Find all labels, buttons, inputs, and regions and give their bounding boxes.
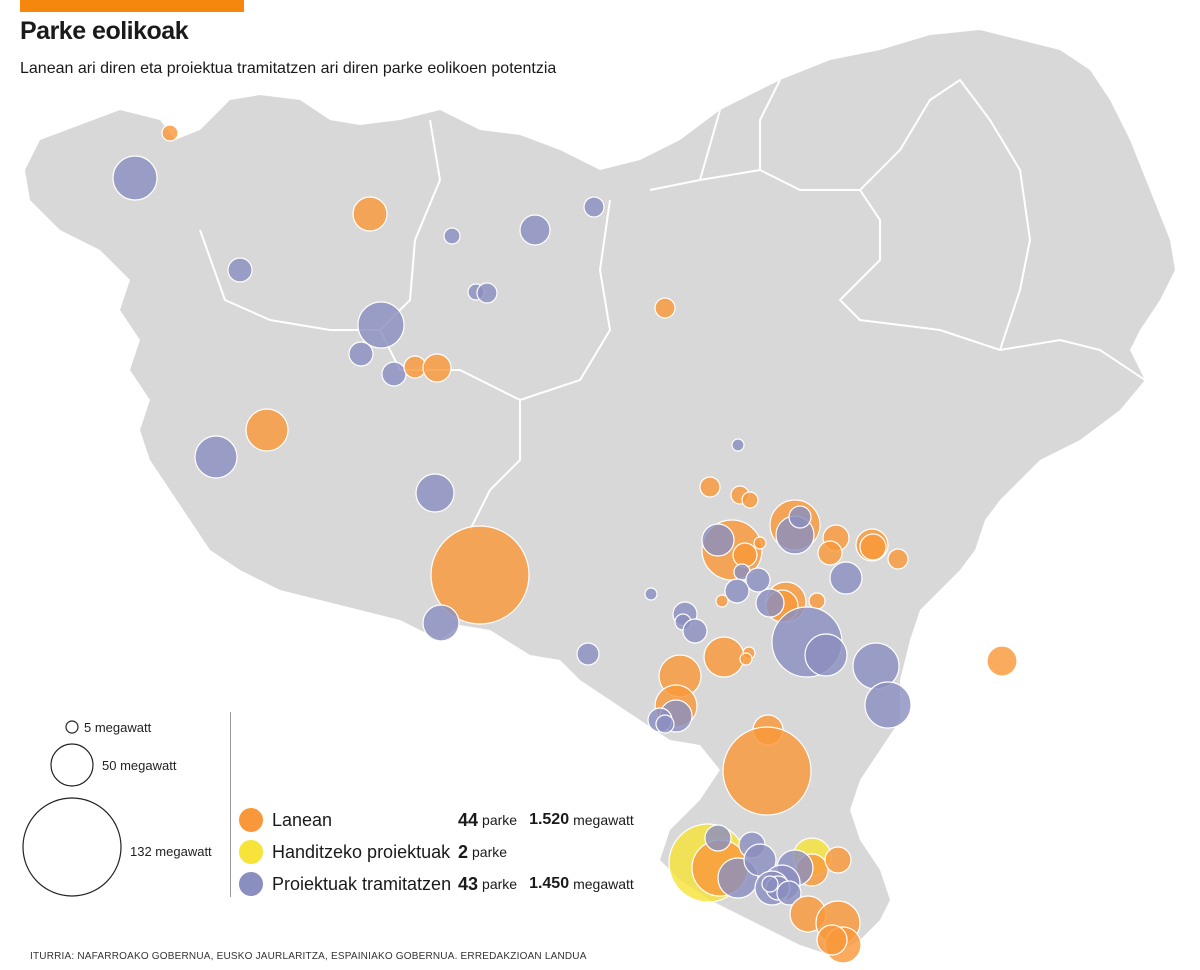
legend-count-tramitatzen: 43 [458,873,479,894]
wind-farm-bubble-tramitatzen [755,588,785,618]
legend-label-lanean: Lanean [272,809,333,830]
wind-farm-bubble-lanean [245,408,289,452]
wind-farm-bubble-tramitatzen [576,642,600,666]
wind-farm-bubble-tramitatzen [788,505,812,529]
size-legend: 5 megawatt 50 megawatt 132 megawatt [22,720,212,897]
wind-farm-bubble-tramitatzen [804,633,848,677]
wind-farm-bubble-tramitatzen [655,714,675,734]
wind-farm-bubble-tramitatzen [724,578,750,604]
wind-farm-bubble-tramitatzen [745,567,771,593]
wind-farm-bubble-lanean [352,196,388,232]
region-borders [199,78,1146,531]
legend-mw-tramitatzen: 1.450 [529,875,570,892]
page-subtitle: Lanean ari diren eta proiektua tramitatz… [20,60,557,77]
legend-label-handitzeko: Handitzeko proiektuak [272,841,451,862]
wind-farm-bubble-tramitatzen [776,880,802,906]
legend-swatch-tramitatzen [238,871,264,897]
category-legend: Lanean 44 parke 1.520 megawatt Handitzek… [230,712,650,897]
wind-farm-bubble-tramitatzen [357,301,405,349]
wind-farm-bubble-lanean [753,536,767,550]
wind-farm-bubble-lanean [986,645,1018,677]
wind-farm-bubble-lanean [699,476,721,498]
wind-farm-bubble-tramitatzen [583,196,605,218]
wind-farm-bubble-tramitatzen [704,824,732,852]
wind-farm-bubble-tramitatzen [829,561,863,595]
wind-farm-bubble-lanean [808,592,826,610]
legend-mw-unit-tramitatzen: megawatt [573,876,634,892]
legend-count-unit-handitzeko: parke [472,844,508,860]
legend-count-unit-lanean: parke [482,812,518,828]
legend-divider [230,712,231,897]
accent-bar [20,0,244,12]
wind-farm-bubble-lanean [817,540,843,566]
wind-farm-bubble-lanean [422,353,452,383]
wind-farm-bubble-lanean [654,297,676,319]
legend-mw-lanean: 1.520 [529,811,570,828]
legend-count-unit-tramitatzen: parke [482,876,518,892]
wind-farm-bubble-tramitatzen [112,155,158,201]
wind-farm-bubble-lanean [722,726,812,816]
legend-label-tramitatzen: Proiektuak tramitatzen [272,873,452,894]
wind-farm-bubble-tramitatzen [476,282,498,304]
source-note: ITURRIA: NAFARROAKO GOBERNUA, EUSKO JAUR… [30,951,587,962]
wind-farm-bubble-tramitatzen [381,361,407,387]
wind-farm-bubble-tramitatzen [731,438,745,452]
legend-row-handitzeko: Handitzeko proiektuak 2 parke [238,839,507,865]
wind-farm-bubble-tramitatzen [415,473,455,513]
wind-farm-bubble-tramitatzen [701,523,735,557]
wind-farm-bubble-lanean [161,124,179,142]
wind-farm-bubble-lanean [816,924,848,956]
wind-farm-bubble-lanean [739,652,753,666]
wind-farm-bubble-tramitatzen [422,604,460,642]
wind-farm-bubble-tramitatzen [519,214,551,246]
wind-farm-bubble-lanean [859,533,887,561]
size-legend-label-132: 132 megawatt [130,844,212,859]
wind-farm-bubble-tramitatzen [194,435,238,479]
wind-farm-bubble-lanean [741,491,759,509]
wind-farm-bubble-tramitatzen [644,587,658,601]
wind-farm-bubble-tramitatzen [227,257,253,283]
wind-farm-bubble-tramitatzen [864,681,912,729]
wind-farm-bubble-lanean [715,594,729,608]
wind-farm-bubble-lanean [703,636,745,678]
size-legend-label-5: 5 megawatt [84,720,152,735]
legend-count-handitzeko: 2 [458,841,469,862]
wind-farm-bubble-tramitatzen [682,618,708,644]
legend-swatch-lanean [238,807,264,833]
legend-mw-unit-lanean: megawatt [573,812,634,828]
legend-swatch-handitzeko [238,839,264,865]
wind-farm-bubble-tramitatzen [348,341,374,367]
legend-count-lanean: 44 [458,809,479,830]
size-legend-circle-50 [50,743,94,787]
legend-row-lanean: Lanean 44 parke 1.520 megawatt [238,807,634,833]
legend-row-tramitatzen: Proiektuak tramitatzen 43 parke 1.450 me… [238,871,634,897]
wind-farm-bubble-tramitatzen [761,875,779,893]
wind-farm-bubble-tramitatzen [443,227,461,245]
wind-farm-bubble-lanean [824,846,852,874]
wind-farm-bubble-lanean [430,525,530,625]
wind-farm-bubble-lanean [732,542,758,568]
size-legend-label-50: 50 megawatt [102,758,177,773]
size-legend-circle-132 [22,797,122,897]
wind-farm-bubble-lanean [887,548,909,570]
size-legend-circle-5 [65,720,79,734]
page-title: Parke eolikoak [20,17,189,45]
